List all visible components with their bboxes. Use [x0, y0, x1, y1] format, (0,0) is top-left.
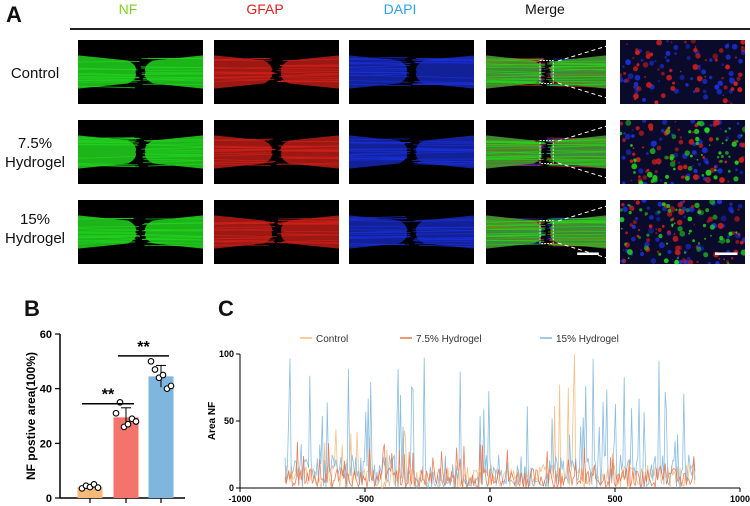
panel-c-legend-label: 7.5% Hydrogel — [416, 334, 482, 345]
panel-b-point — [112, 409, 120, 417]
panel-c-y-tick-label: 50 — [224, 416, 234, 426]
panel-b-y-label: NF postive area(100%) — [24, 352, 38, 480]
panel-c-series-line-2 — [284, 441, 696, 489]
panel-b-point — [94, 484, 102, 491]
panel-c-y-tick-label: 100 — [219, 349, 234, 359]
panel-b-bar-3 — [148, 376, 174, 498]
row-label-7-5-hydrogel: 7.5% Hydrogel — [0, 134, 70, 172]
micrograph-merge-row1 — [486, 40, 606, 104]
panel-b-y-tick-label: 60 — [40, 329, 52, 341]
row-label-7-5-line1: 7.5% — [17, 135, 53, 152]
micrograph-zoom-row2 — [620, 120, 745, 184]
column-header-nf: NF — [118, 1, 138, 17]
micrograph-dapi-row2 — [349, 120, 474, 184]
panel-c-legend-label: 15% Hydrogel — [556, 334, 619, 345]
panel-b-point — [147, 357, 155, 365]
row-label-7-5-line2: Hydrogel — [4, 154, 66, 171]
panel-b-sig-label: ** — [102, 387, 115, 404]
micrograph-zoom-row3 — [620, 200, 745, 264]
micrograph-nf-row2 — [78, 120, 203, 184]
panel-c-y-tick-label: 0 — [229, 483, 234, 493]
panel-c-x-tick-label: 1000 — [730, 494, 750, 504]
panel-c-legend-label: Control — [316, 334, 348, 345]
panel-b-y-tick-label: 0 — [46, 493, 52, 505]
micrograph-merge-row2 — [486, 120, 606, 184]
panel-b-point — [132, 418, 140, 425]
column-header-dapi: DAPI — [383, 1, 417, 17]
micrograph-gfap-row2 — [214, 120, 339, 184]
micrograph-dapi-row1 — [349, 40, 474, 104]
panel-b-point — [159, 371, 167, 379]
column-header-gfap: GFAP — [246, 1, 284, 17]
panel-b-point — [167, 382, 175, 390]
panel-b-bar-2 — [113, 417, 139, 498]
panel-b-sig-label: ** — [137, 339, 150, 356]
panel-b-point — [124, 420, 132, 428]
row-label-15-line1: 15% — [19, 211, 51, 228]
panel-c-y-label: Area NF — [207, 402, 218, 440]
row-label-15-line2: Hydrogel — [4, 230, 66, 247]
micrograph-gfap-row1 — [214, 40, 339, 104]
panel-a-header-rule — [70, 28, 750, 30]
panel-b-y-tick-label: 20 — [40, 438, 52, 450]
panel-b-letter: B — [24, 296, 40, 321]
micrograph-gfap-row3 — [214, 200, 339, 264]
panel-b-bar-1 — [77, 487, 103, 498]
row-label-control: Control — [0, 64, 70, 83]
column-header-merge: Merge — [525, 1, 565, 17]
panel-b-point — [151, 366, 159, 373]
panel-c-letter: C — [218, 296, 234, 321]
panel-b-y-tick-label: 40 — [40, 384, 52, 396]
panel-a-letter: A — [6, 2, 22, 27]
micrograph-zoom-row1 — [620, 40, 745, 104]
micrograph-nf-row1 — [78, 40, 203, 104]
panel-c-series-line-3 — [284, 357, 696, 489]
panel-c-x-tick-label: -1000 — [228, 494, 251, 504]
panel-c-line-chart: 0 50 100 -1000 -500 0 500 1000 Area NF Control 7.5… — [207, 334, 750, 504]
micrograph-nf-row3 — [78, 200, 203, 264]
row-label-control-line1: Control — [10, 65, 60, 82]
micrograph-dapi-row3 — [349, 200, 474, 264]
row-label-15-hydrogel: 15% Hydrogel — [0, 210, 70, 248]
panel-c-x-tick-label: 0 — [487, 494, 492, 504]
panel-c-x-tick-label: 500 — [607, 494, 622, 504]
micrograph-merge-row3 — [486, 200, 606, 264]
panel-c-x-tick-label: -500 — [356, 494, 374, 504]
